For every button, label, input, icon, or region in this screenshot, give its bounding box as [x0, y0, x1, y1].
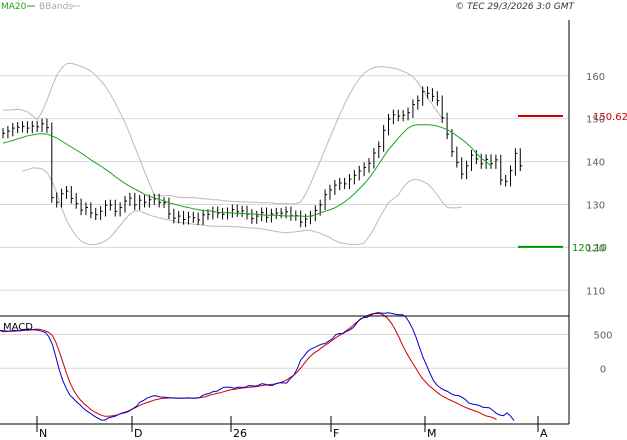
time-axis: N D 26 F M A — [36, 416, 548, 440]
time-tick-label: N — [39, 427, 47, 440]
support-level-label: 120.10 — [572, 243, 607, 254]
price-tick-label: 160 — [586, 72, 605, 83]
time-tick-label: M — [427, 427, 437, 440]
price-bars — [2, 86, 523, 228]
legend-bbands: BBands — [39, 2, 73, 12]
price-tick-label: 110 — [586, 286, 605, 297]
price-tick-label: 130 — [586, 200, 605, 211]
resistance-level-label: 150.62 — [593, 112, 627, 123]
time-tick-label: F — [333, 427, 339, 440]
price-tick-label: 120 — [586, 243, 605, 254]
bollinger-lower-line — [22, 167, 462, 246]
macd-tick-label: 500 — [593, 330, 612, 341]
time-tick-label: D — [134, 427, 142, 440]
legend-ma20: MA20 — [1, 2, 27, 12]
price-tick-label: 150 — [586, 115, 605, 126]
copyright-text: © TEC 29/3/2026 3:0 GMT — [455, 2, 575, 12]
macd-signal-line — [0, 312, 497, 420]
time-tick-label: 26 — [233, 427, 247, 440]
price-grid — [0, 75, 569, 291]
bollinger-upper-line — [3, 62, 443, 205]
macd-tick-label: 0 — [600, 364, 606, 375]
time-tick-label: A — [540, 427, 548, 440]
macd-grid — [0, 333, 569, 369]
price-axis-labels: 110 120 130 140 150 160 — [586, 72, 605, 297]
macd-line — [0, 312, 515, 421]
price-tick-label: 140 — [586, 158, 605, 169]
macd-title: MACD — [3, 322, 33, 333]
macd-axis-labels: 0 500 — [593, 330, 612, 375]
ma20-line — [2, 124, 492, 218]
